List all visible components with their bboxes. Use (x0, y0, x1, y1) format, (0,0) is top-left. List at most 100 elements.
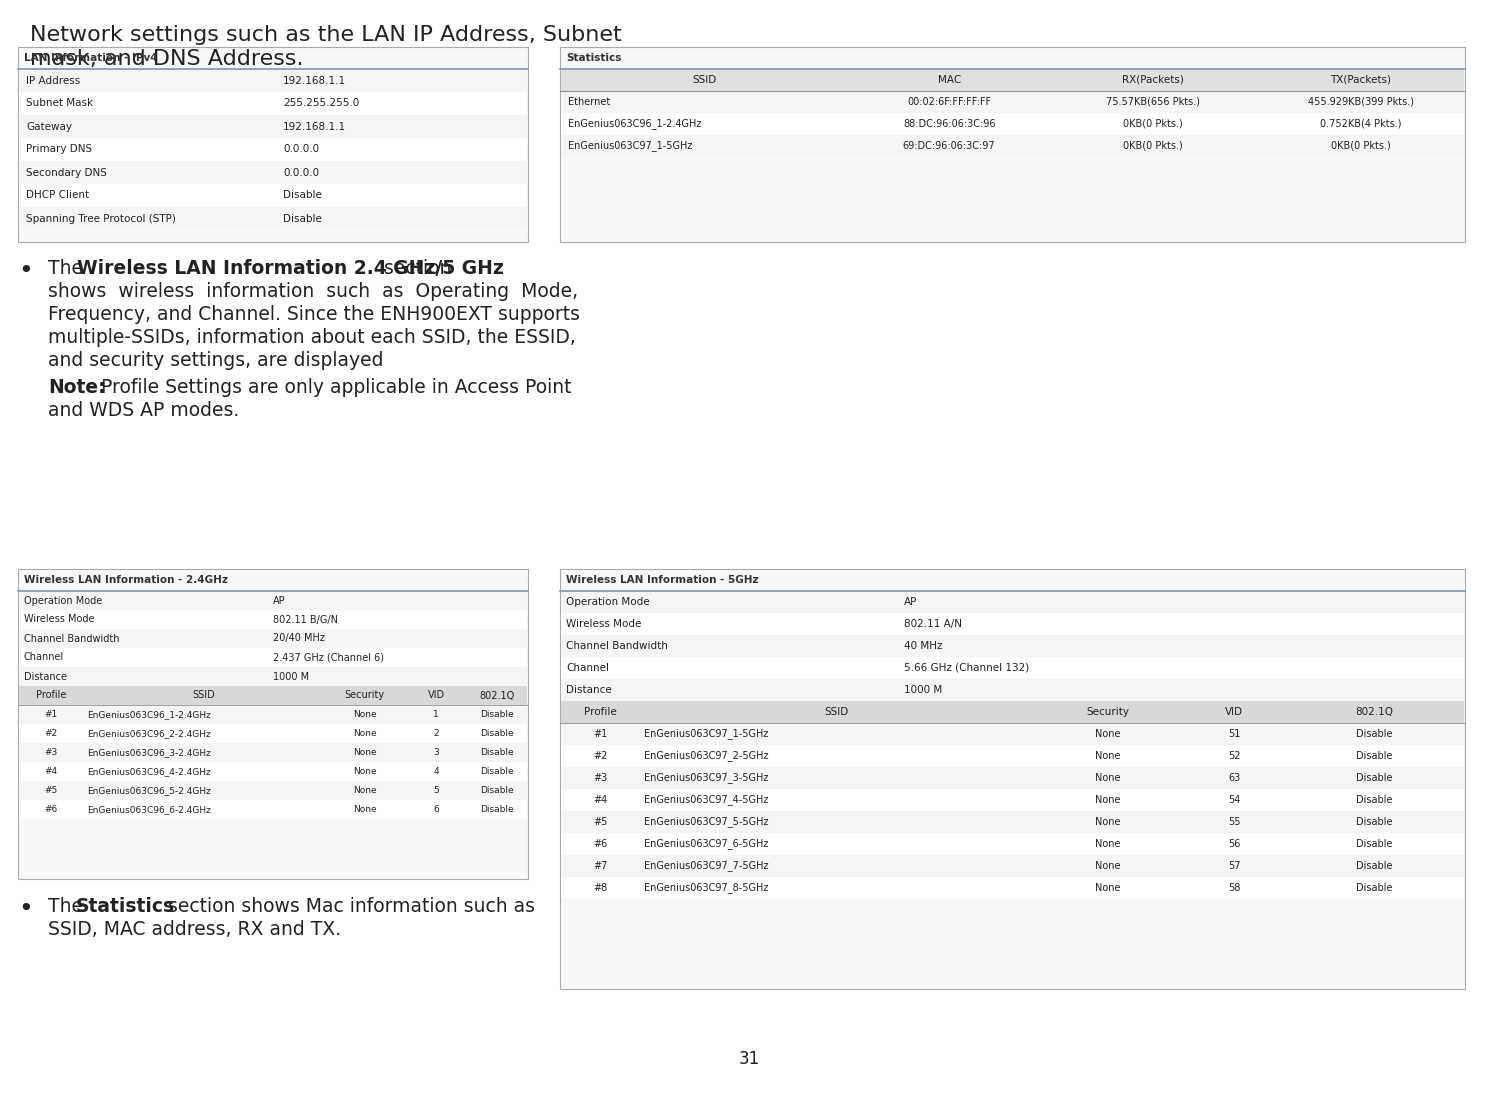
Text: 40 MHz: 40 MHz (904, 641, 943, 651)
Text: Wireless Mode: Wireless Mode (24, 614, 94, 624)
Text: None: None (352, 748, 376, 757)
Text: mask, and DNS Address.: mask, and DNS Address. (30, 49, 303, 69)
Text: SSID: SSID (693, 75, 717, 84)
Text: Spanning Tree Protocol (STP): Spanning Tree Protocol (STP) (25, 214, 175, 224)
Text: EnGenius063C97_3-5GHz: EnGenius063C97_3-5GHz (645, 772, 769, 783)
Text: #6: #6 (45, 805, 58, 814)
Text: 255.255.255.0: 255.255.255.0 (283, 99, 360, 109)
Text: 0.752KB(4 Pkts.): 0.752KB(4 Pkts.) (1321, 118, 1402, 129)
Text: EnGenius063C96_1-2.4GHz: EnGenius063C96_1-2.4GHz (87, 710, 211, 719)
Text: IP Address: IP Address (25, 76, 81, 86)
Text: #5: #5 (45, 785, 58, 795)
Text: 2: 2 (433, 730, 439, 738)
Text: #2: #2 (45, 730, 58, 738)
Text: Disable: Disable (1357, 883, 1393, 893)
FancyBboxPatch shape (18, 569, 528, 879)
Text: 0.0.0.0: 0.0.0.0 (283, 145, 319, 155)
Text: #5: #5 (594, 817, 609, 827)
Text: #1: #1 (45, 710, 58, 719)
Text: 69:DC:96:06:3C:97: 69:DC:96:06:3C:97 (902, 142, 995, 151)
Text: Wireless LAN Information - 2.4GHz: Wireless LAN Information - 2.4GHz (24, 575, 228, 585)
Text: Security: Security (1085, 706, 1129, 717)
Text: #3: #3 (594, 773, 609, 783)
Text: 20/40 MHz: 20/40 MHz (273, 633, 325, 644)
Text: None: None (1094, 839, 1120, 849)
Text: 4: 4 (433, 767, 439, 776)
Text: EnGenius063C97_8-5GHz: EnGenius063C97_8-5GHz (645, 883, 769, 893)
Text: None: None (1094, 795, 1120, 805)
Text: None: None (1094, 751, 1120, 761)
FancyBboxPatch shape (19, 667, 528, 686)
FancyBboxPatch shape (561, 723, 1465, 745)
Text: Disable: Disable (481, 785, 514, 795)
Text: 0KB(0 Pkts.): 0KB(0 Pkts.) (1123, 142, 1183, 151)
FancyBboxPatch shape (561, 69, 1465, 91)
Text: Disable: Disable (481, 767, 514, 776)
Text: 52: 52 (1228, 751, 1241, 761)
Text: 0.0.0.0: 0.0.0.0 (283, 168, 319, 178)
Text: EnGenius063C97_7-5GHz: EnGenius063C97_7-5GHz (645, 860, 769, 871)
Text: None: None (1094, 861, 1120, 871)
FancyBboxPatch shape (19, 724, 528, 743)
Text: Wireless LAN Information 2.4 GHz/5 GHz: Wireless LAN Information 2.4 GHz/5 GHz (76, 259, 504, 278)
Text: Profile: Profile (36, 690, 66, 701)
FancyBboxPatch shape (19, 610, 528, 629)
Text: SSID: SSID (824, 706, 848, 717)
FancyBboxPatch shape (561, 789, 1465, 811)
Text: EnGenius063C96_1-2.4GHz: EnGenius063C96_1-2.4GHz (568, 118, 702, 129)
FancyBboxPatch shape (561, 745, 1465, 767)
Text: Disable: Disable (1357, 817, 1393, 827)
FancyBboxPatch shape (19, 800, 528, 819)
Text: #4: #4 (594, 795, 609, 805)
Text: 192.168.1.1: 192.168.1.1 (283, 76, 346, 86)
Text: 55: 55 (1228, 817, 1241, 827)
Text: Disable: Disable (481, 710, 514, 719)
Text: multiple-SSIDs, information about each SSID, the ESSID,: multiple-SSIDs, information about each S… (48, 328, 576, 347)
Text: #3: #3 (45, 748, 58, 757)
Text: Disable: Disable (1357, 795, 1393, 805)
Text: Disable: Disable (1357, 730, 1393, 739)
Text: •: • (18, 259, 33, 283)
Text: Wireless LAN Information - 5GHz: Wireless LAN Information - 5GHz (567, 575, 758, 585)
Text: 75.57KB(656 Pkts.): 75.57KB(656 Pkts.) (1106, 97, 1199, 108)
Text: 1: 1 (433, 710, 439, 719)
FancyBboxPatch shape (19, 92, 528, 115)
Text: EnGenius063C96_4-2.4GHz: EnGenius063C96_4-2.4GHz (87, 767, 211, 776)
FancyBboxPatch shape (19, 686, 528, 705)
Text: None: None (1094, 883, 1120, 893)
Text: 51: 51 (1228, 730, 1240, 739)
FancyBboxPatch shape (18, 47, 528, 242)
FancyBboxPatch shape (561, 657, 1465, 679)
Text: SSID: SSID (193, 690, 216, 701)
FancyBboxPatch shape (561, 811, 1465, 833)
Text: 56: 56 (1228, 839, 1240, 849)
Text: The: The (48, 897, 88, 916)
Text: and security settings, are displayed: and security settings, are displayed (48, 351, 384, 370)
Text: Disable: Disable (283, 191, 322, 201)
FancyBboxPatch shape (561, 855, 1465, 877)
Text: None: None (352, 767, 376, 776)
Text: 802.11 A/N: 802.11 A/N (904, 619, 962, 629)
Text: None: None (1094, 773, 1120, 783)
FancyBboxPatch shape (19, 591, 528, 610)
Text: 2.437 GHz (Channel 6): 2.437 GHz (Channel 6) (273, 653, 384, 663)
Text: section: section (378, 259, 451, 278)
Text: EnGenius063C97_4-5GHz: EnGenius063C97_4-5GHz (645, 794, 769, 805)
Text: Network settings such as the LAN IP Address, Subnet: Network settings such as the LAN IP Addr… (30, 25, 622, 45)
Text: 455.929KB(399 Pkts.): 455.929KB(399 Pkts.) (1309, 97, 1414, 108)
Text: Operation Mode: Operation Mode (24, 596, 102, 606)
FancyBboxPatch shape (19, 743, 528, 762)
FancyBboxPatch shape (561, 833, 1465, 855)
Text: #4: #4 (45, 767, 58, 776)
Text: Primary DNS: Primary DNS (25, 145, 91, 155)
Text: Frequency, and Channel. Since the ENH900EXT supports: Frequency, and Channel. Since the ENH900… (48, 305, 580, 324)
Text: Profile: Profile (585, 706, 618, 717)
Text: #1: #1 (594, 730, 609, 739)
Text: SSID, MAC address, RX and TX.: SSID, MAC address, RX and TX. (48, 920, 342, 939)
Text: Statistics: Statistics (76, 897, 175, 916)
Text: Channel: Channel (567, 663, 609, 672)
Text: Security: Security (345, 690, 385, 701)
FancyBboxPatch shape (19, 207, 528, 230)
Text: None: None (352, 805, 376, 814)
FancyBboxPatch shape (19, 781, 528, 800)
